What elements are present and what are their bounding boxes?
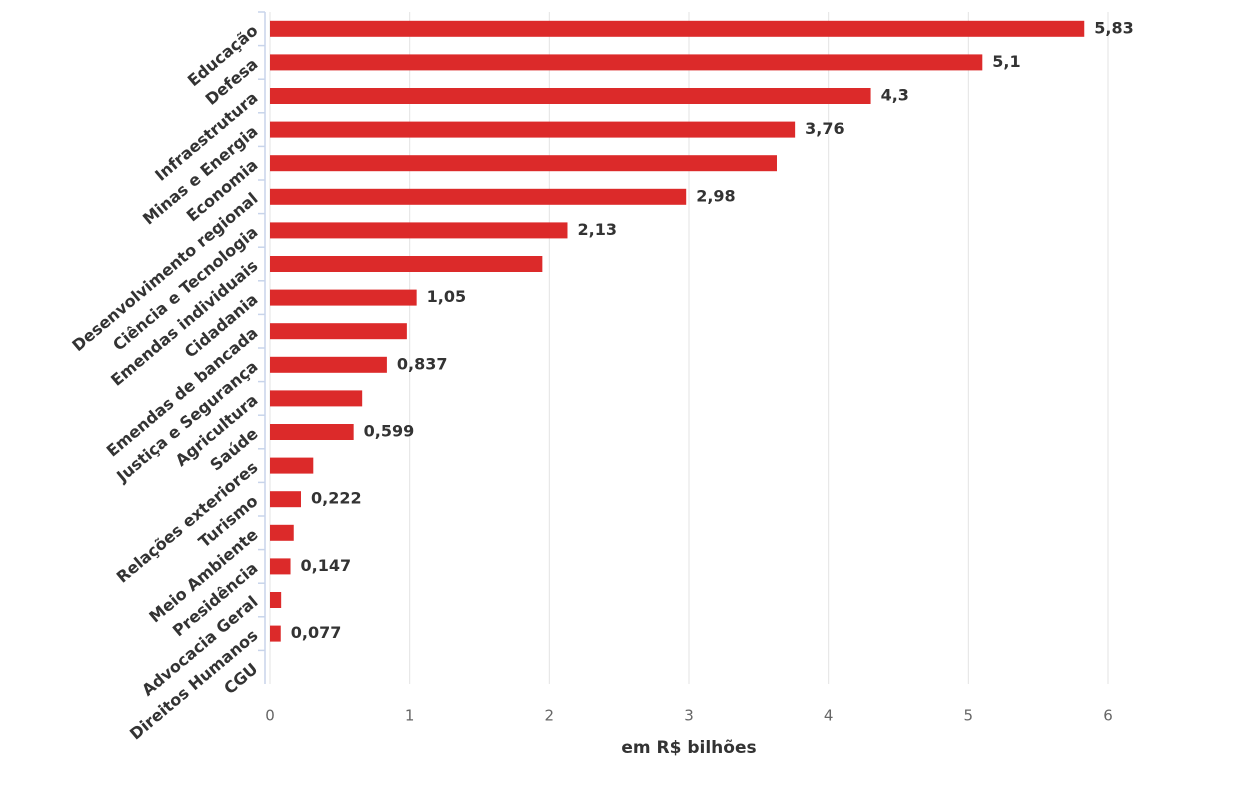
bar: [270, 457, 314, 474]
bar: [270, 558, 291, 575]
data-label: 5,1: [992, 52, 1020, 71]
x-axis-label: em R$ bilhões: [621, 738, 756, 758]
bar: [270, 390, 363, 407]
bar: [270, 491, 302, 508]
bar: [270, 424, 354, 440]
data-label: 3,76: [805, 119, 844, 138]
bar: [270, 121, 796, 138]
bar: [270, 289, 417, 306]
bar: [270, 88, 871, 104]
data-label: 4,3: [881, 86, 909, 105]
data-label: 1,05: [427, 287, 466, 306]
data-label: 2,98: [696, 186, 735, 205]
data-label: 0,599: [364, 422, 415, 441]
bar: [270, 188, 687, 205]
x-tick-label: 0: [265, 707, 275, 725]
x-tick-label: 1: [405, 707, 415, 725]
data-label: 2,13: [577, 220, 616, 239]
x-tick-label: 4: [824, 707, 834, 725]
bar: [270, 155, 777, 172]
bar: [270, 256, 543, 272]
bar: [270, 323, 407, 340]
bar: [270, 54, 983, 71]
data-label: 0,147: [301, 556, 352, 575]
bar: [270, 356, 387, 373]
data-label: 0,837: [397, 354, 448, 373]
data-label: 0,222: [311, 489, 362, 508]
bar: [270, 222, 568, 239]
x-tick-label: 6: [1103, 707, 1113, 725]
x-tick-label: 3: [684, 707, 694, 725]
bar: [270, 524, 294, 541]
x-tick-label: 5: [964, 707, 974, 725]
data-label: 0,077: [291, 623, 342, 642]
bar: [270, 625, 281, 642]
data-label: 5,83: [1094, 18, 1133, 37]
bar: [270, 592, 282, 608]
bar: [270, 20, 1085, 37]
x-tick-label: 2: [545, 707, 555, 725]
